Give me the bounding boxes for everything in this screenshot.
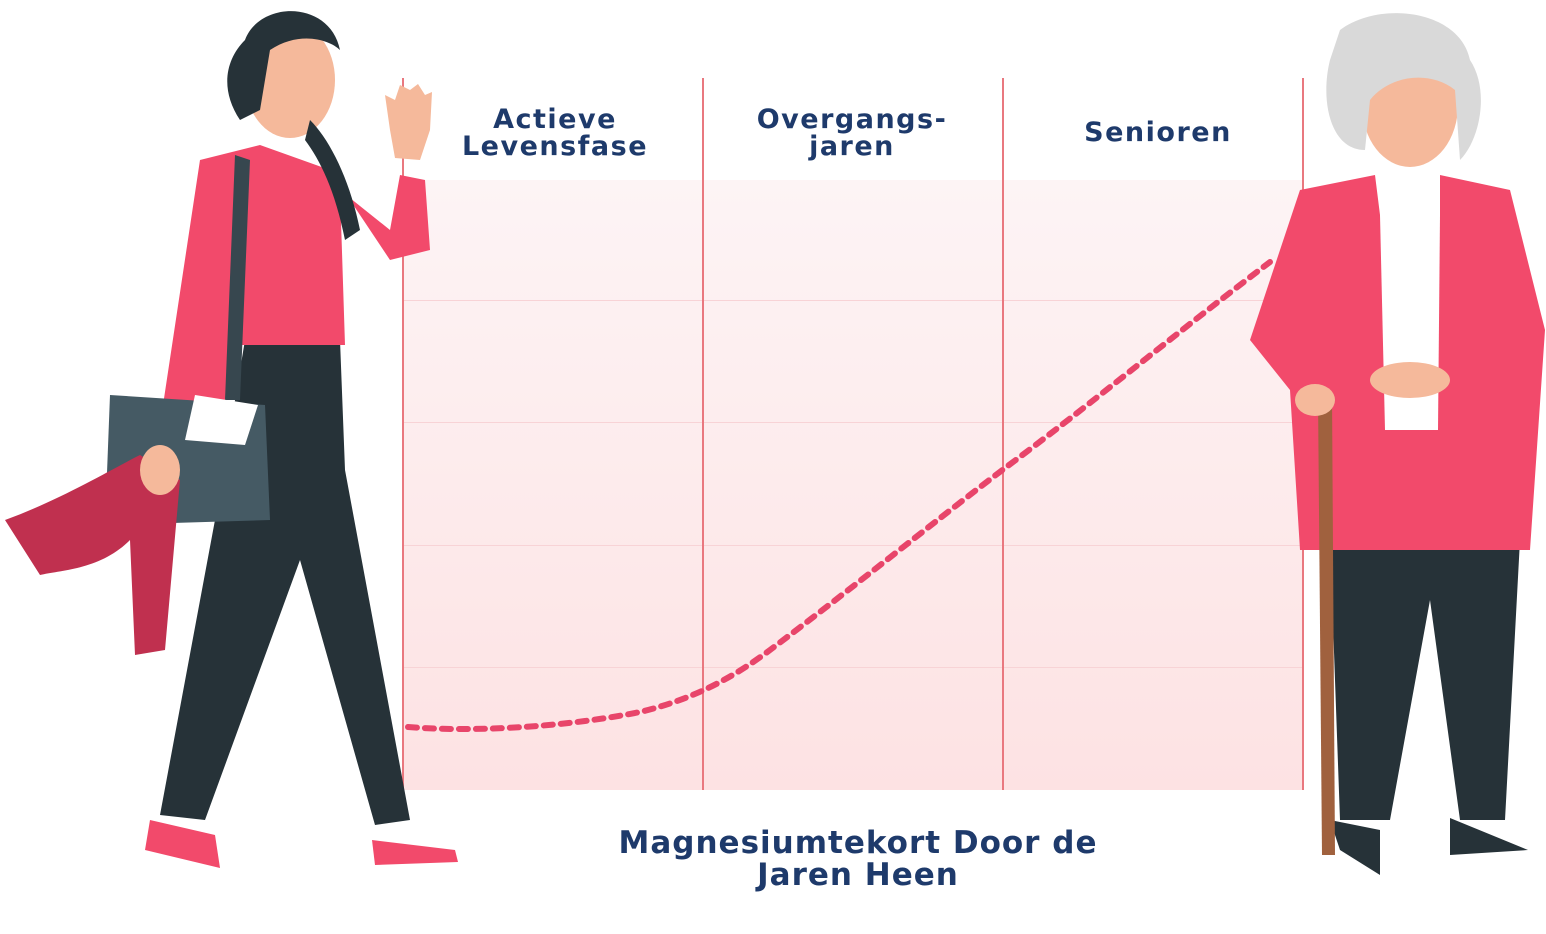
phase-divider <box>402 78 404 790</box>
senior-woman-with-cane-illustration <box>1250 13 1545 875</box>
phase-divider <box>702 78 704 790</box>
gridline <box>403 545 1303 546</box>
phase-label-seniors: Senioren <box>1008 119 1308 146</box>
young-woman-waving-illustration <box>5 11 458 868</box>
phase-label-transition: Overgangs- jaren <box>702 106 1002 160</box>
phase-label-line: Senioren <box>1084 117 1232 148</box>
phase-divider <box>1002 78 1004 790</box>
phase-label-active: Actieve Levensfase <box>405 106 705 160</box>
phase-label-line: Levensfase <box>461 131 649 162</box>
gridline <box>403 667 1303 668</box>
chart-panel <box>403 180 1303 790</box>
phase-label-line: Actieve <box>493 104 617 135</box>
deficiency-trend-curve <box>405 259 1273 733</box>
title-line: Magnesiumtekort Door de <box>618 825 1098 861</box>
title-line: Jaren Heen <box>757 857 959 893</box>
phase-label-line: Overgangs- <box>756 104 948 135</box>
diagram-title: Magnesiumtekort Door de Jaren Heen <box>558 827 1158 891</box>
phase-label-line: jaren <box>809 131 895 162</box>
gridline <box>403 300 1303 301</box>
gridline <box>403 422 1303 423</box>
